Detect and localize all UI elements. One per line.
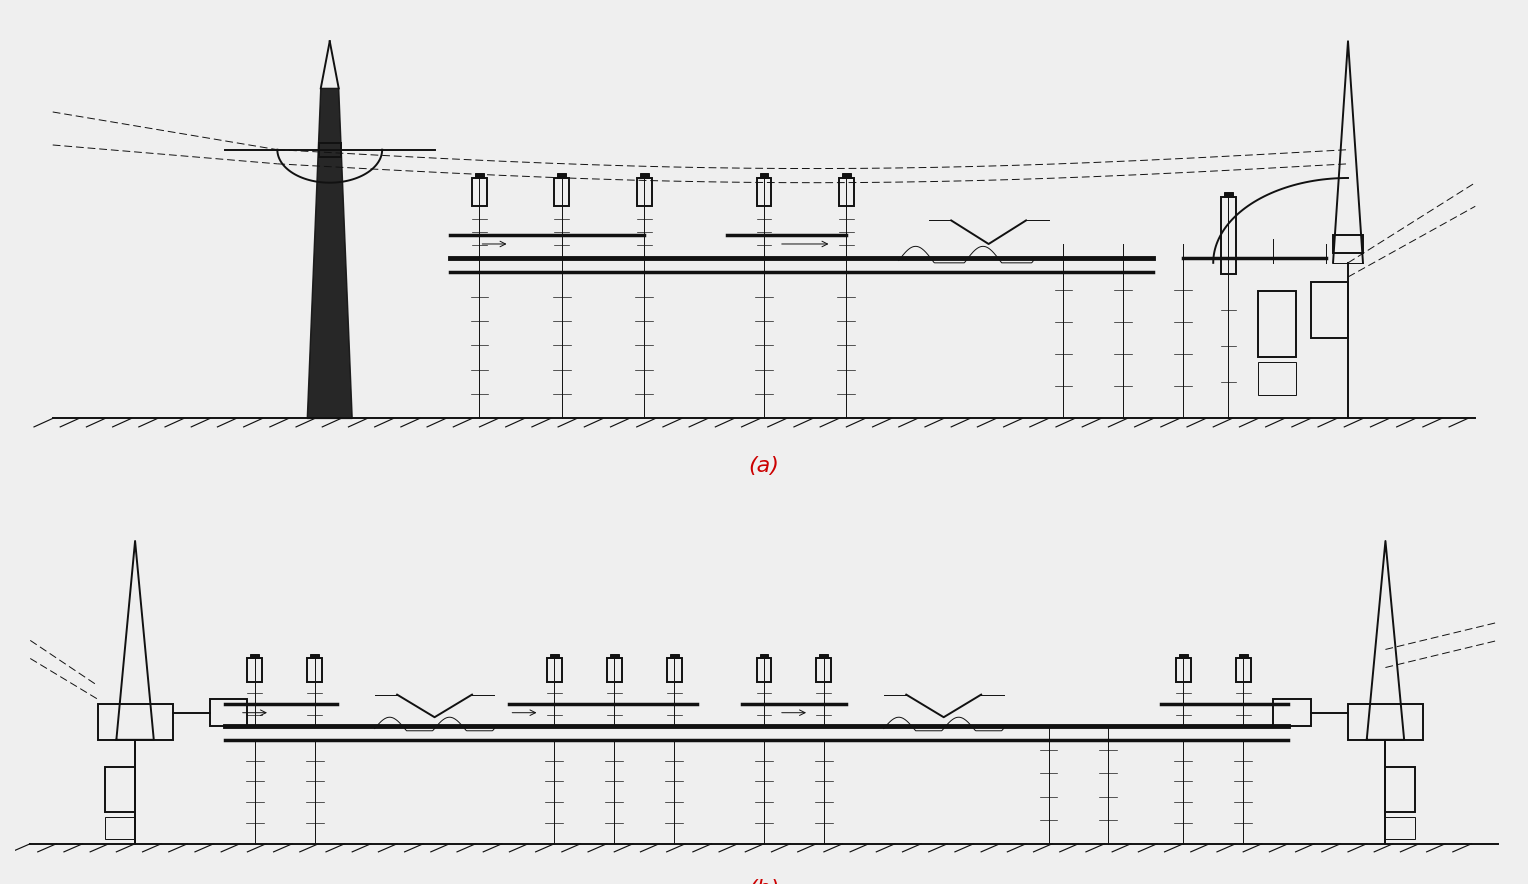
Bar: [610, 654, 619, 659]
Bar: [607, 659, 622, 682]
Bar: [555, 178, 570, 206]
Bar: [669, 654, 678, 659]
Bar: [558, 173, 567, 178]
Bar: [759, 173, 769, 178]
Bar: [318, 142, 341, 156]
Bar: [105, 767, 134, 812]
Bar: [1332, 234, 1363, 254]
Bar: [1221, 197, 1236, 274]
Bar: [1239, 654, 1248, 659]
Bar: [1236, 659, 1251, 682]
Bar: [1178, 654, 1187, 659]
Bar: [1258, 362, 1296, 395]
Bar: [307, 659, 322, 682]
Polygon shape: [307, 88, 353, 418]
Bar: [209, 699, 248, 727]
Bar: [251, 654, 260, 659]
Bar: [547, 659, 562, 682]
Bar: [666, 659, 681, 682]
Bar: [816, 659, 831, 682]
Bar: [1386, 767, 1415, 812]
Bar: [1224, 192, 1233, 197]
Bar: [637, 178, 652, 206]
Bar: [1348, 704, 1423, 740]
Bar: [756, 178, 772, 206]
Bar: [1386, 817, 1415, 839]
Text: (a): (a): [749, 455, 779, 476]
Bar: [472, 178, 487, 206]
Bar: [310, 654, 319, 659]
Bar: [475, 173, 484, 178]
Bar: [640, 173, 649, 178]
Bar: [1273, 699, 1311, 727]
Bar: [819, 654, 828, 659]
Bar: [105, 817, 134, 839]
Bar: [839, 178, 854, 206]
Text: (b): (b): [749, 879, 779, 884]
Bar: [1258, 291, 1296, 357]
Bar: [756, 659, 772, 682]
Bar: [98, 704, 173, 740]
Bar: [759, 654, 769, 659]
Bar: [842, 173, 851, 178]
Bar: [550, 654, 559, 659]
Bar: [1177, 659, 1190, 682]
Bar: [248, 659, 263, 682]
Bar: [1311, 282, 1348, 339]
